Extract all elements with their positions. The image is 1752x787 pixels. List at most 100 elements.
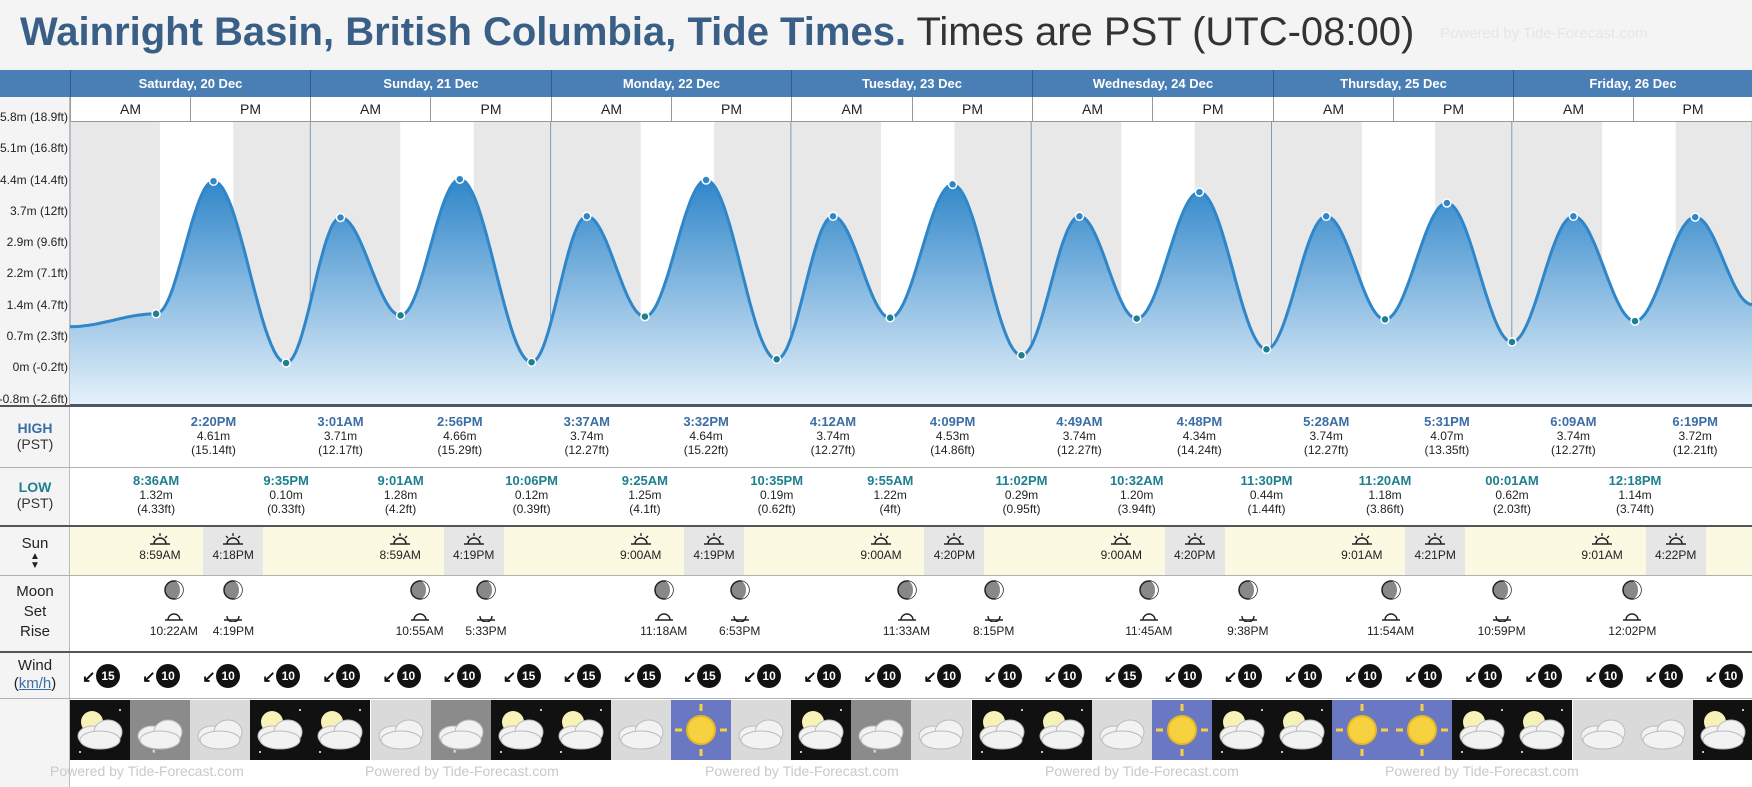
low-tide-entry: 10:32AM 1.20m (3.94ft) — [1102, 473, 1172, 517]
weather-cloudy-icon — [370, 700, 431, 760]
tide-height-m: 1.32m — [139, 488, 173, 502]
am-label: AM — [1032, 97, 1152, 122]
tide-height-ft: (3.74ft) — [1615, 502, 1654, 516]
pm-label: PM — [1393, 97, 1513, 122]
tide-height-m: 4.64m — [689, 429, 723, 443]
sun-time: 4:21PM — [1414, 548, 1456, 562]
y-axis-label: 1.4m (4.7ft) — [6, 298, 68, 312]
high-tide-entry: 6:19PM 3.72m (12.21ft) — [1660, 415, 1730, 458]
wind-direction-arrow-icon: ↙ — [1344, 669, 1358, 686]
wind-speed: 10 — [456, 664, 481, 688]
tide-time: 10:32AM — [1109, 473, 1164, 488]
sunset-item: 4:20PM — [919, 532, 989, 562]
tide-height-ft: (15.14ft) — [191, 443, 236, 457]
sun-time: 4:18PM — [212, 548, 254, 562]
high-tide-entry: 4:49AM 3.74m (12.27ft) — [1044, 415, 1114, 458]
y-axis-label: 0.7m (2.3ft) — [6, 329, 68, 343]
wind-direction-arrow-icon: ↙ — [983, 669, 997, 686]
am-label: AM — [791, 97, 912, 122]
tide-height-ft: (14.86ft) — [930, 443, 975, 457]
powered-by-watermark: Powered by Tide-Forecast.com — [365, 763, 559, 779]
wind-speed: 15 — [516, 664, 541, 688]
low-tide-point — [1261, 344, 1272, 355]
moon-time: 11:33AM — [882, 624, 931, 638]
low-tide-entry: 9:25AM 1.25m (4.1ft) — [610, 473, 680, 517]
sunrise-item: 9:00AM — [606, 532, 676, 562]
y-axis-label: 2.2m (7.1ft) — [6, 266, 68, 280]
wind-item: ↙ 15 — [681, 664, 721, 688]
wind-direction-arrow-icon: ↙ — [1524, 669, 1538, 686]
wind-item: ↙ 10 — [200, 664, 241, 688]
tide-time: 9:25AM — [621, 473, 669, 488]
sunrise-item: 9:00AM — [1086, 532, 1156, 562]
powered-by-watermark: Powered by Tide-Forecast.com — [1385, 763, 1579, 779]
wind-speed: 10 — [937, 664, 962, 688]
sunset-icon — [439, 532, 509, 546]
day-header: Friday, 26 Dec — [1513, 70, 1752, 97]
page-header: Wainright Basin, British Columbia, Tide … — [0, 0, 1752, 70]
tide-height-m: 4.66m — [443, 429, 477, 443]
tide-time: 11:02PM — [995, 473, 1048, 488]
weather-cloudy-icon — [1091, 700, 1152, 760]
tide-height-ft: (0.33ft) — [267, 502, 306, 516]
tide-height-ft: (0.62ft) — [757, 502, 796, 516]
moon-set-label: Set — [23, 603, 47, 620]
moon-rise-item: 10:55AM — [385, 580, 455, 638]
wind-speed: 10 — [1177, 664, 1202, 688]
high-tide-point — [1442, 198, 1452, 208]
tide-time: 11:20AM — [1358, 473, 1412, 488]
high-tide-entry: 4:09PM 4.53m (14.86ft) — [918, 415, 988, 458]
sun-time: 9:00AM — [860, 548, 902, 562]
moon-time: 10:55AM — [395, 624, 444, 638]
low-tide-point — [1016, 350, 1027, 361]
moon-rise-item: 10:22AM — [139, 580, 209, 638]
moon-set-item: 4:19PM — [198, 580, 268, 638]
tide-time: 11:30PM — [1240, 473, 1293, 488]
moon-rise-item: 12:02PM — [1597, 580, 1667, 638]
tide-height-m: 1.22m — [873, 488, 907, 502]
wind-direction-arrow-icon: ↙ — [1404, 669, 1418, 686]
powered-by-watermark: Powered by Tide-Forecast.com — [1045, 763, 1239, 779]
sun-time: 9:01AM — [1581, 548, 1623, 562]
wind-item: ↙ 10 — [1583, 664, 1623, 688]
moon-time: 12:02PM — [1608, 624, 1657, 638]
row-separator — [0, 467, 1752, 468]
tide-height-m: 3.74m — [570, 429, 604, 443]
weather-overcast-icon: * — [851, 700, 912, 760]
wind-item: ↙ 10 — [921, 664, 962, 688]
sunset-icon — [198, 532, 268, 546]
tide-height-ft: (4.2ft) — [384, 502, 417, 516]
moon-time: 10:22AM — [149, 624, 198, 638]
wind-unit-link[interactable]: km/h — [18, 675, 52, 692]
tide-time: 00:01AM — [1485, 473, 1539, 488]
moon-rise-item: 11:54AM — [1356, 580, 1426, 638]
day-header: Wednesday, 24 Dec — [1032, 70, 1273, 97]
wind-speed: 10 — [817, 664, 842, 688]
wind-direction-arrow-icon: ↙ — [803, 669, 817, 686]
high-tide-point — [1690, 212, 1700, 222]
moon-time: 11:54AM — [1367, 624, 1415, 638]
powered-by-watermark: Powered by Tide-Forecast.com — [50, 763, 244, 779]
tide-height-m: 3.74m — [816, 429, 850, 443]
low-tide-entry: 9:35PM 0.10m (0.33ft) — [251, 474, 321, 517]
wind-speed: 15 — [697, 664, 721, 688]
moon-rise-item: 11:33AM — [872, 580, 942, 638]
wind-direction-arrow-icon: ↙ — [262, 669, 276, 686]
low-tide-point — [1507, 337, 1517, 347]
tide-height-ft: (2.03ft) — [1492, 502, 1531, 516]
day-header: Tuesday, 23 Dec — [791, 70, 1032, 97]
low-tide-entry: 9:01AM 1.28m (4.2ft) — [366, 474, 436, 517]
wind-direction-arrow-icon: ↙ — [1704, 669, 1719, 686]
tide-height-ft: (13.35ft) — [1424, 443, 1470, 457]
y-axis-label: 4.4m (14.4ft) — [0, 173, 68, 187]
wind-speed: 10 — [1298, 664, 1322, 688]
wind-direction-arrow-icon: ↙ — [502, 669, 517, 686]
high-tide-point — [208, 176, 219, 186]
high-tide-point — [455, 174, 465, 184]
wind-speed: 10 — [276, 664, 301, 688]
sunrise-icon — [365, 532, 435, 546]
wind-item: ↙ 10 — [982, 664, 1022, 688]
wind-direction-arrow-icon: ↙ — [1464, 669, 1478, 686]
wind-direction-arrow-icon: ↙ — [442, 669, 456, 686]
sunset-item: 4:19PM — [679, 532, 749, 562]
